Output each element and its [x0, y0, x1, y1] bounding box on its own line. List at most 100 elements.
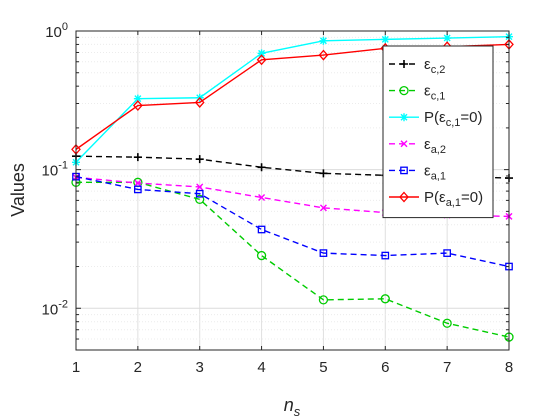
x-tick-label: 8 — [505, 359, 513, 376]
data-point — [442, 318, 452, 328]
diamond-marker — [318, 49, 329, 61]
legend-label: εc,2 — [424, 56, 445, 76]
diamond-marker — [194, 97, 205, 108]
square-marker — [443, 249, 451, 257]
x-tick-label: 4 — [257, 359, 265, 376]
y-tick-label: 10-2 — [42, 298, 68, 318]
x-axis-label: ns — [284, 395, 301, 419]
data-point — [443, 34, 452, 43]
circle-marker — [195, 194, 205, 205]
asterisk-marker — [133, 94, 142, 103]
legend-label: εa,1 — [424, 162, 446, 182]
legend-marker — [400, 140, 408, 148]
x-tick-label: 3 — [196, 359, 204, 376]
legend-entry: εa,2 — [389, 136, 446, 156]
diamond-marker — [132, 100, 143, 112]
data-point — [132, 100, 143, 112]
data-point — [195, 155, 204, 164]
plus-marker — [400, 60, 408, 68]
legend-box — [382, 45, 494, 219]
data-point — [133, 94, 142, 103]
circle-marker — [256, 250, 267, 261]
series-2 — [72, 32, 513, 167]
data-point — [443, 249, 451, 257]
y-tick-label: 100 — [45, 21, 68, 41]
legend-marker — [400, 60, 408, 68]
x-tick-label: 7 — [443, 359, 451, 376]
data-point — [257, 225, 266, 234]
data-point — [318, 49, 329, 61]
legend-label: εc,1 — [424, 83, 445, 103]
series-line — [75, 175, 510, 268]
legend-entry: εc,2 — [389, 56, 445, 76]
square-marker — [381, 251, 390, 260]
x-marker — [258, 193, 266, 201]
data-point — [256, 54, 267, 66]
square-marker — [257, 225, 266, 234]
legend-entry: εc,1 — [389, 83, 445, 103]
diamond-marker — [256, 54, 267, 66]
data-point — [258, 193, 266, 201]
square-marker — [195, 189, 204, 198]
circle-marker — [318, 295, 329, 305]
square-marker — [319, 249, 328, 257]
legend-entry: εa,1 — [389, 162, 446, 182]
asterisk-marker — [381, 35, 390, 44]
asterisk-marker — [443, 34, 452, 43]
legend-label: εa,2 — [424, 136, 446, 156]
circle-marker — [380, 294, 390, 304]
series-line — [76, 181, 510, 338]
data-point — [195, 189, 204, 198]
legend-label: P(εc,1=0) — [424, 109, 482, 129]
plus-marker — [133, 153, 142, 162]
asterisk-marker — [319, 36, 328, 45]
circle-marker — [399, 85, 409, 96]
x-marker — [319, 204, 327, 212]
data-point — [319, 249, 328, 257]
data-point — [133, 153, 142, 162]
plot-frame — [75, 30, 510, 351]
legend: εc,2 εc,1 P(εc,1=0) εa,2 εa,1 P(εa,1=0) — [382, 45, 494, 219]
axes: 1 2 3 4 5 6 7 8 10-2 10-1 100 — [42, 21, 514, 376]
asterisk-marker — [400, 113, 408, 122]
data-point — [257, 49, 266, 58]
legend-label: P(εa,1=0) — [424, 189, 483, 209]
data-point — [194, 97, 205, 108]
legend-entry: P(εc,1=0) — [389, 109, 482, 129]
data-point — [256, 250, 267, 261]
x-tick-label: 6 — [381, 359, 389, 376]
plus-marker — [319, 169, 328, 178]
data-point — [319, 36, 328, 45]
asterisk-marker — [257, 49, 266, 58]
data-point — [257, 163, 266, 172]
data-point — [319, 169, 328, 178]
x-tick-label: 5 — [319, 359, 327, 376]
x-marker — [134, 179, 142, 187]
data-point — [380, 294, 390, 304]
x-tick-label: 2 — [134, 359, 142, 376]
data-point — [381, 251, 390, 260]
circle-marker — [442, 318, 452, 328]
legend-marker — [399, 85, 409, 96]
square-marker — [134, 185, 142, 194]
data-point — [196, 183, 204, 191]
data-point — [319, 204, 327, 212]
x-tick-label: 1 — [72, 359, 80, 376]
data-point — [318, 295, 329, 305]
y-axis-label: Values — [8, 163, 28, 217]
legend-entry: P(εa,1=0) — [389, 189, 483, 209]
y-tick-label: 10-1 — [42, 160, 68, 180]
data-point — [134, 185, 142, 194]
legend-marker — [399, 191, 409, 203]
data-point — [381, 35, 390, 44]
series-line — [75, 35, 510, 163]
plus-marker — [195, 155, 204, 164]
data-point — [134, 179, 142, 187]
legend-marker — [400, 113, 408, 122]
legend-marker — [400, 166, 408, 175]
x-marker — [196, 183, 204, 191]
x-marker — [400, 140, 408, 148]
data-point — [195, 194, 205, 205]
